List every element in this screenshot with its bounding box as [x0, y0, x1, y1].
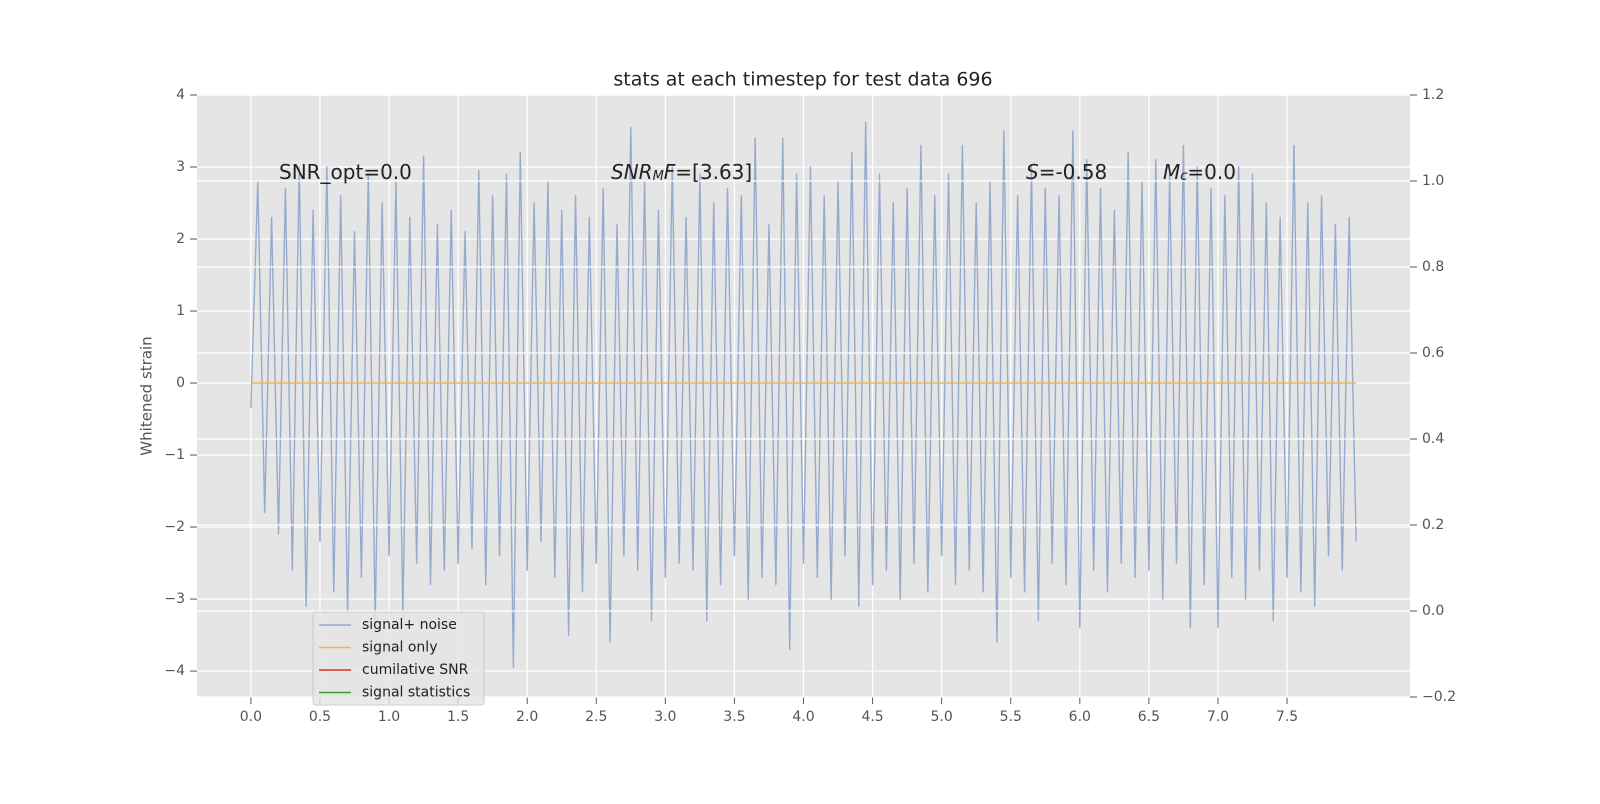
y2-tick-label: 0.6 — [1422, 345, 1444, 361]
y2-tick-label: 1.0 — [1422, 173, 1444, 189]
legend-label: cumilative SNR — [362, 662, 469, 678]
annotation-part: M — [1163, 160, 1180, 184]
annotation: S=-0.58 — [1026, 160, 1107, 184]
legend-box — [312, 611, 485, 706]
x-tick-label: 7.5 — [1276, 709, 1298, 725]
y2-tick-label: 0.2 — [1422, 517, 1444, 533]
x-tick-label: 5.0 — [931, 709, 953, 725]
annotation-part: =[3.63] — [675, 160, 752, 184]
y2-tick-label: 0.0 — [1422, 603, 1444, 619]
annotation-part: SNR — [611, 160, 653, 184]
chart-title: stats at each timestep for test data 696 — [613, 69, 992, 91]
annotation: SNRMF=[3.63] — [611, 160, 752, 185]
y-axis-label: Whitened strain — [138, 336, 156, 455]
annotation-part: =0.0 — [1187, 160, 1236, 184]
y-tick-label: 0 — [176, 375, 185, 391]
x-tick-label: 1.0 — [378, 709, 400, 725]
legend-label: signal statistics — [362, 685, 470, 701]
y-tick-label: −2 — [164, 519, 185, 535]
annotation-part: SNR_opt=0.0 — [279, 160, 412, 184]
x-tick-label: 1.5 — [447, 709, 469, 725]
x-tick-label: 0.5 — [309, 709, 331, 725]
x-tick-label: 2.0 — [516, 709, 538, 725]
x-tick-label: 4.0 — [792, 709, 814, 725]
y-tick-label: −3 — [164, 591, 185, 607]
annotation-part: S — [1026, 160, 1039, 184]
annotation-part: =-0.58 — [1039, 160, 1108, 184]
series-line — [250, 121, 1357, 669]
x-tick-label: 6.5 — [1138, 709, 1160, 725]
y-tick-label: 1 — [176, 303, 185, 319]
y2-tick-label: −0.2 — [1422, 689, 1456, 705]
x-tick-label: 3.5 — [723, 709, 745, 725]
y-tick-label: 3 — [176, 159, 185, 175]
legend-label: signal+ noise — [362, 617, 457, 633]
annotation-part: c — [1180, 169, 1187, 184]
x-tick-label: 6.0 — [1069, 709, 1091, 725]
x-tick-label: 2.5 — [585, 709, 607, 725]
x-tick-label: 4.5 — [861, 709, 883, 725]
y2-tick-label: 1.2 — [1422, 87, 1444, 103]
y2-tick-label: 0.8 — [1422, 259, 1444, 275]
y-tick-label: 4 — [176, 87, 185, 103]
annotation-part: F — [664, 160, 676, 184]
x-tick-label: 0.0 — [240, 709, 262, 725]
x-tick-label: 7.0 — [1207, 709, 1229, 725]
x-tick-label: 5.5 — [1000, 709, 1022, 725]
y-tick-label: 2 — [176, 231, 185, 247]
annotation: SNR_opt=0.0 — [279, 160, 412, 184]
annotation-part: M — [653, 169, 664, 184]
y2-tick-label: 0.4 — [1422, 431, 1444, 447]
x-tick-label: 3.0 — [654, 709, 676, 725]
annotation: Mc=0.0 — [1163, 160, 1236, 185]
legend-label: signal only — [362, 640, 437, 656]
y-tick-label: −1 — [164, 447, 185, 463]
y-tick-label: −4 — [164, 663, 185, 679]
